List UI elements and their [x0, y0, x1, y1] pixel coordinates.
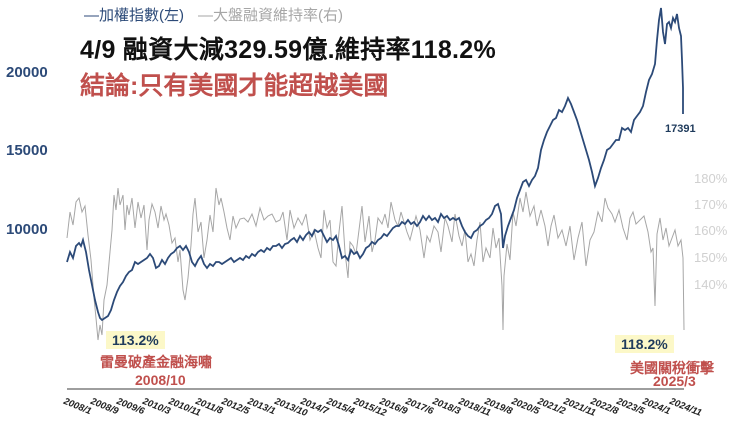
x-label: 2017/6: [403, 396, 435, 418]
chart-title: 4/9 融資大減329.59億.維持率118.2%: [80, 36, 497, 64]
right-axis-tick-170: 170%: [694, 197, 728, 212]
x-label: 2013/1: [245, 396, 277, 418]
left-axis-tick-15000: 15000: [6, 142, 48, 159]
legend-taiex: —加權指數(左): [84, 7, 184, 24]
legend-margin-ratio: —大盤融資維持率(右): [198, 7, 343, 24]
x-label: 2008/1: [61, 396, 93, 418]
right-axis-tick-150: 150%: [694, 250, 728, 265]
annotation-2025-event: 美國關稅衝擊: [630, 360, 714, 376]
annotation-2008-event: 雷曼破產金融海嘯: [100, 354, 212, 370]
x-label: 2015/4: [324, 396, 356, 418]
chart-legend: —加權指數(左) —大盤融資維持率(右): [84, 4, 343, 25]
taiex-series-line: [66, 7, 684, 322]
right-axis-tick-180: 180%: [694, 171, 728, 186]
right-axis-tick-160: 160%: [694, 223, 728, 238]
chart-subtitle: 結論:只有美國才能超越美國: [80, 72, 389, 100]
annotation-2025-ratio: 118.2%: [615, 335, 674, 353]
x-label: 2024/1: [640, 396, 672, 418]
x-label: 2024/11: [667, 396, 704, 419]
last-index-value-label: 17391: [665, 123, 696, 135]
annotation-2008-ratio: 113.2%: [106, 331, 165, 349]
annotation-2025-date: 2025/3: [653, 373, 696, 389]
left-axis-tick-10000: 10000: [6, 221, 48, 238]
annotation-2008-date: 2008/10: [135, 372, 186, 388]
right-axis-tick-140: 140%: [694, 277, 728, 292]
margin-ratio-series-line: [66, 187, 685, 341]
x-axis-labels: 2008/1 2008/9 2009/6 2010/3 2010/11 2011…: [0, 392, 740, 429]
left-axis-tick-20000: 20000: [6, 64, 48, 81]
